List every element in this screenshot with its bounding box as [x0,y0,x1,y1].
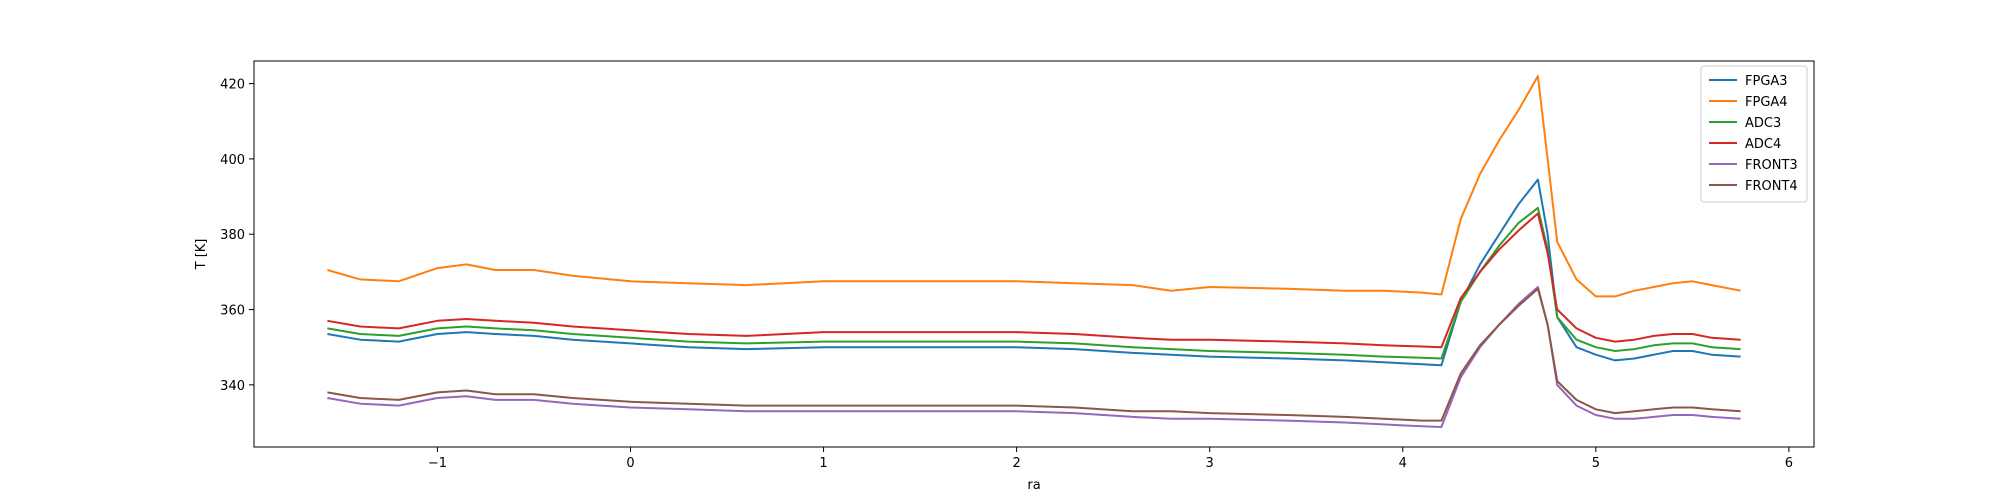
series-line-adc4 [327,212,1741,349]
x-tick-label: 1 [819,456,827,471]
legend: FPGA3 FPGA4 ADC3 ADC4 FRONT3 FRONT4 [1700,65,1808,203]
series-line-front4 [327,287,1741,422]
series-line-front3 [327,286,1741,428]
y-axis: 340 360 380 400 420 [220,78,254,394]
y-axis-label: T [K] [194,239,209,271]
series-line-fpga3 [327,178,1741,367]
legend-label-fpga3: FPGA3 [1745,74,1788,89]
x-axis-label: ra [1027,478,1040,493]
x-tick-label: 2 [1012,456,1020,471]
x-tick-label: 0 [626,456,634,471]
x-tick-label: 3 [1206,456,1214,471]
legend-label-adc4: ADC4 [1745,137,1781,152]
legend-label-fpga4: FPGA4 [1745,95,1788,110]
y-tick-label: 340 [220,379,245,394]
y-tick-label: 360 [220,304,245,319]
series-line-adc3 [327,206,1741,360]
series-layer [327,75,1741,428]
plot-frame [253,60,1815,448]
legend-label-adc3: ADC3 [1745,116,1781,131]
y-tick-label: 400 [220,153,245,168]
x-tick-label: 6 [1785,456,1793,471]
legend-label-front3: FRONT3 [1745,158,1798,173]
y-tick-label: 380 [220,228,245,243]
legend-label-front4: FRONT4 [1745,179,1798,194]
x-tick-label: −1 [428,456,447,471]
series-line-fpga4 [327,75,1741,298]
x-tick-label: 5 [1592,456,1600,471]
x-axis: −1 0 1 2 3 4 5 6 [428,447,1793,471]
x-tick-label: 4 [1399,456,1407,471]
y-tick-label: 420 [220,78,245,93]
